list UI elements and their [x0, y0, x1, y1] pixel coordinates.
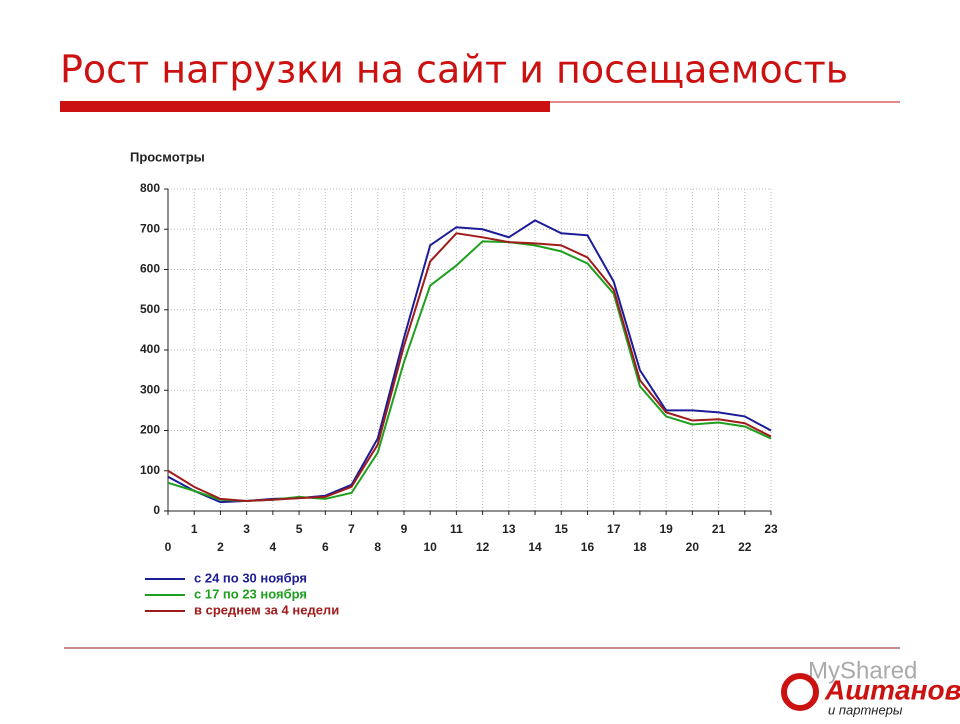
x-tick-label: 7: [348, 522, 355, 536]
watermark: MyShared: [808, 657, 917, 684]
x-tick-label: 11: [450, 522, 463, 536]
y-tick-label: 800: [140, 181, 160, 195]
legend-label: с 17 по 23 ноября: [194, 586, 307, 601]
x-tick-label: 21: [712, 522, 726, 536]
x-tick-label: 23: [764, 522, 778, 536]
series-line: [167, 232, 772, 502]
x-tick-label: 15: [555, 522, 569, 536]
y-tick-label: 100: [140, 463, 160, 477]
x-tick-label: 0: [165, 540, 172, 554]
title-bar: [60, 101, 550, 112]
x-tick-label: 16: [581, 540, 595, 554]
x-tick-label: 8: [374, 540, 381, 554]
x-tick-label: 20: [686, 540, 700, 554]
plot-area: [168, 189, 771, 511]
x-tick-label: 12: [476, 540, 490, 554]
legend-label: с 24 по 30 ноября: [194, 570, 307, 585]
y-tick-label: 700: [140, 221, 160, 235]
y-tick-label: 600: [140, 262, 160, 276]
x-tick-label: 22: [738, 540, 752, 554]
y-tick-label: 400: [140, 342, 160, 356]
x-tick-label: 9: [401, 522, 408, 536]
x-tick-label: 13: [502, 522, 516, 536]
x-tick-label: 2: [217, 540, 224, 554]
logo-mark: [781, 673, 819, 711]
x-tick-label: 6: [322, 540, 329, 554]
x-tick-label: 5: [296, 522, 303, 536]
x-tick-label: 4: [270, 540, 277, 554]
logo-name: Аштанов: [824, 674, 960, 705]
x-tick-label: 3: [243, 522, 250, 536]
x-tick-label: 18: [633, 540, 647, 554]
y-tick-label: 0: [153, 503, 160, 517]
y-axis-label: Просмотры: [130, 149, 205, 164]
y-tick-label: 300: [140, 382, 160, 396]
x-tick-label: 17: [607, 522, 621, 536]
x-tick-label: 19: [659, 522, 673, 536]
y-tick-label: 500: [140, 302, 160, 316]
x-tick-label: 1: [191, 522, 198, 536]
legend-label: в среднем за 4 недели: [194, 602, 339, 617]
x-tick-label: 14: [528, 540, 542, 554]
y-tick-label: 200: [140, 423, 160, 437]
slide-title: Рост нагрузки на сайт и посещаемость: [60, 48, 848, 92]
x-tick-label: 10: [423, 540, 437, 554]
logo-tagline: и партнеры: [828, 702, 903, 717]
